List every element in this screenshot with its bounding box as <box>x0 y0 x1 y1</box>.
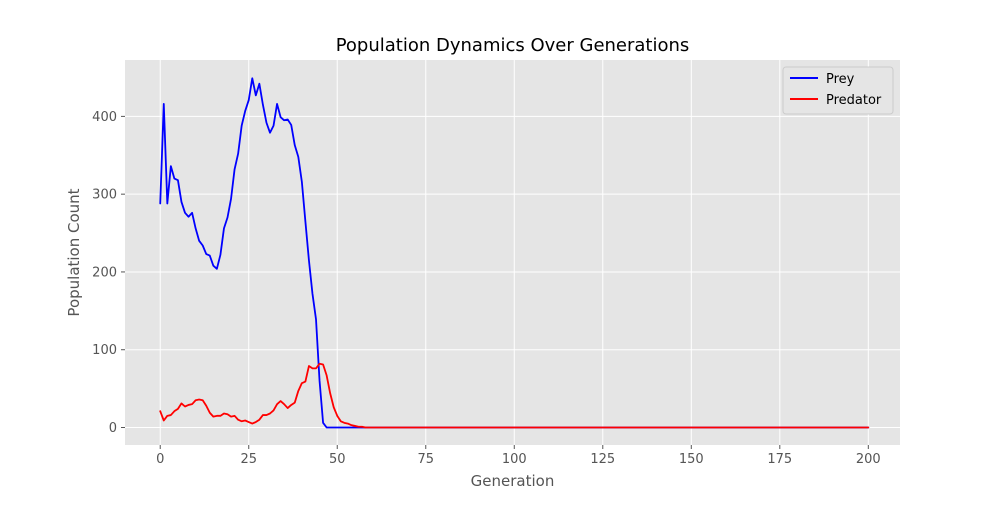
y-axis-ticks: 0 100 200 300 400 <box>92 110 125 436</box>
x-axis-label: Generation <box>471 472 555 490</box>
x-tick-label: 0 <box>156 452 164 467</box>
x-tick-label: 25 <box>240 452 257 467</box>
legend-prey-label: Prey <box>826 72 855 87</box>
series-line-prey <box>159 77 870 429</box>
series-layer <box>159 77 870 429</box>
y-tick-label: 300 <box>92 188 117 203</box>
chart-title: Population Dynamics Over Generations <box>336 35 690 56</box>
x-tick-label: 125 <box>590 452 615 467</box>
y-tick-label: 100 <box>92 343 117 358</box>
x-tick-label: 150 <box>679 452 704 467</box>
legend: Prey Predator <box>782 66 894 115</box>
x-tick-label: 175 <box>767 452 792 467</box>
legend-predator-label: Predator <box>826 93 882 108</box>
series-line-predator <box>159 362 870 429</box>
y-tick-label: 0 <box>109 421 117 436</box>
x-tick-label: 200 <box>856 452 881 467</box>
y-tick-label: 200 <box>92 265 117 280</box>
x-axis-ticks: 0 25 50 75 100 125 150 175 200 <box>156 445 881 467</box>
y-axis-label: Population Count <box>65 188 83 316</box>
plot-background <box>125 60 900 445</box>
y-tick-label: 400 <box>92 110 117 125</box>
x-tick-label: 50 <box>329 452 346 467</box>
x-tick-label: 100 <box>502 452 527 467</box>
x-tick-label: 75 <box>417 452 434 467</box>
